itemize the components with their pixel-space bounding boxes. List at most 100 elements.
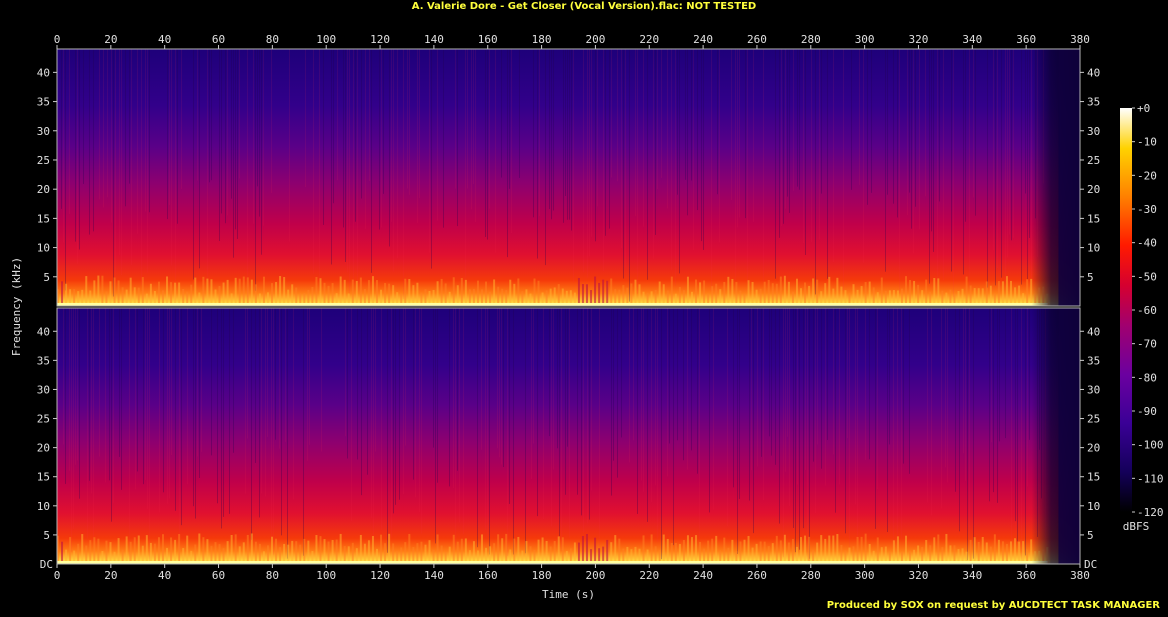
spectrogram-lowband — [65, 549, 68, 564]
spectrogram-lowband — [133, 287, 136, 306]
spectrogram-lowband — [254, 284, 257, 306]
spectrogram-fill — [57, 49, 1080, 306]
spectrogram-lowband — [561, 537, 564, 564]
spectrogram-lowband — [707, 293, 710, 306]
spectrogram-streak — [135, 308, 136, 490]
spectrogram-streak — [307, 308, 308, 461]
spectrogram-lowband — [412, 546, 415, 564]
spectrogram-lowband — [686, 535, 689, 564]
spectrogram-lowband — [945, 533, 948, 564]
spectrogram-streak — [287, 308, 288, 559]
spectrogram-streak — [175, 49, 176, 301]
spectrogram-lowband — [275, 282, 278, 306]
x-tick-label: 140 — [424, 569, 444, 582]
spectrogram-lowband — [214, 542, 217, 564]
spectrogram-streak — [63, 308, 64, 445]
spectrogram-lowband — [638, 548, 641, 564]
x-tick-label: 320 — [909, 33, 929, 46]
spectrogram-streak — [897, 49, 898, 218]
spectrogram-lowband — [464, 538, 467, 564]
spectrogram-lowband — [521, 291, 524, 306]
spectrogram-lowband — [977, 541, 980, 564]
spectrogram-streak — [867, 49, 868, 205]
spectrogram-streak — [799, 308, 800, 550]
spectrogram-lowband — [525, 289, 528, 306]
spectrogram-lowband — [735, 550, 738, 564]
spectrogram-streak — [779, 49, 780, 238]
x-tick-label: 20 — [104, 33, 117, 46]
y-tick-label: 35 — [1087, 96, 1100, 109]
spectrogram-streak — [549, 49, 550, 210]
x-tick-label: 360 — [1016, 569, 1036, 582]
spectrogram-streak — [431, 49, 432, 269]
spectrogram-streak — [373, 308, 374, 537]
spectrogram-lowband — [327, 285, 330, 306]
spectrogram-lowband — [682, 290, 685, 306]
spectrogram-lowband — [844, 550, 847, 564]
spectrogram-lowband — [1022, 541, 1025, 564]
spectrogram-lowband — [481, 289, 484, 306]
x-tick-label: 240 — [693, 33, 713, 46]
spectrogram-streak — [239, 49, 240, 179]
spectrogram-lowband — [1030, 539, 1033, 564]
spectrogram-streak — [561, 308, 562, 552]
spectrogram-lowband — [848, 293, 851, 306]
spectrogram-streak — [193, 308, 194, 507]
spectrogram-lowband — [351, 542, 354, 564]
spectrogram-lowband — [642, 535, 645, 564]
spectrogram-streak — [509, 308, 510, 504]
spectrogram-lowband — [448, 546, 451, 564]
spectrogram-lowband — [739, 541, 742, 564]
spectrogram-streak — [1029, 308, 1030, 440]
spectrogram-streak — [999, 308, 1000, 442]
spectrogram-lowband — [141, 277, 144, 306]
spectrogram-streak — [79, 308, 80, 499]
x-tick-label: 80 — [266, 33, 279, 46]
spectrogram-lowband — [448, 291, 451, 306]
spectrogram-lowband — [315, 535, 318, 564]
spectrogram-streak — [93, 308, 94, 541]
spectrogram-streak — [381, 308, 382, 531]
spectrogram-lowband — [432, 549, 435, 564]
spectrogram-streak — [691, 49, 692, 181]
spectrogram-streak — [673, 308, 674, 546]
spectrogram-streak — [167, 49, 168, 220]
spectrogram-streak — [357, 49, 358, 293]
spectrogram-lowband — [371, 535, 374, 564]
spectrogram-streak — [217, 308, 218, 504]
spectrogram-lowband — [590, 549, 593, 564]
spectrogram-streak — [1031, 49, 1032, 300]
spectrogram-lowband — [981, 537, 984, 564]
spectrogram-streak — [941, 308, 942, 509]
x-tick-label: 140 — [424, 33, 444, 46]
x-tick-label: 340 — [962, 569, 982, 582]
spectrogram-streak — [481, 308, 482, 450]
spectrogram-lowband — [303, 292, 306, 306]
spectrogram-lowband — [634, 546, 637, 564]
spectrogram-lowband — [602, 279, 605, 306]
spectrogram-streak — [893, 308, 894, 548]
spectrogram-streak — [911, 49, 912, 229]
spectrogram-streak — [889, 308, 890, 445]
spectrogram-lowband — [485, 547, 488, 564]
spectrogram-lowband — [149, 283, 152, 306]
y-tick-label: 20 — [1087, 183, 1100, 196]
spectrogram-streak — [803, 49, 804, 244]
spectrogram-streak — [131, 49, 132, 266]
spectrogram-lowband — [941, 547, 944, 564]
spectrogram-lowband — [820, 291, 823, 306]
y-tick-label: 5 — [1087, 271, 1094, 284]
spectrogram-lowband — [707, 540, 710, 564]
spectrogram-streak — [457, 308, 458, 471]
spectrogram-lowband — [331, 283, 334, 306]
spectrogram-streak — [887, 49, 888, 195]
spectrogram-lowband — [969, 285, 972, 306]
spectrogram-streak — [827, 308, 828, 440]
spectrogram-lowband — [464, 279, 467, 306]
spectrogram-lowband — [161, 534, 164, 564]
spectrogram-lowband — [347, 546, 350, 564]
spectrogram-streak — [845, 308, 846, 534]
spectrogram-streak — [309, 308, 310, 445]
spectrogram-streak — [699, 308, 700, 539]
